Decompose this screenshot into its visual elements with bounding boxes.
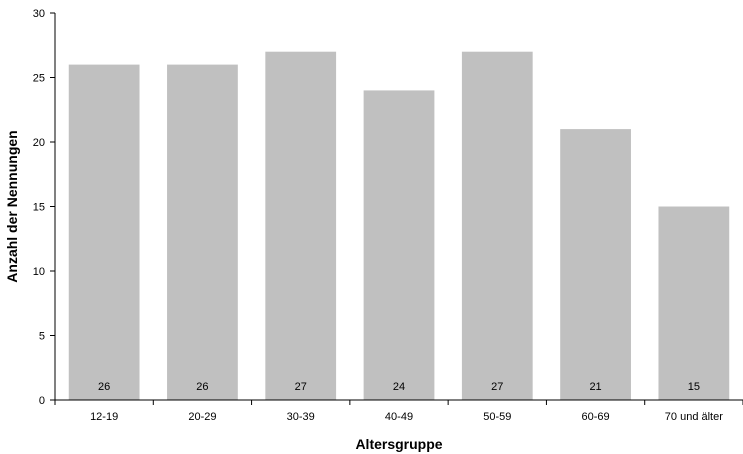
bar-12-19: [68, 64, 140, 400]
x-tick-label: 30-39: [287, 411, 315, 423]
y-axis-title: Anzahl der Nennungen: [4, 130, 20, 282]
x-tick-label: 70 und älter: [665, 411, 723, 423]
data-label: 24: [393, 381, 405, 393]
y-tick-label: 15: [33, 202, 45, 214]
bar-60-69: [560, 129, 631, 400]
y-ticks-layer: 0 5 10 15 20 25 30: [33, 8, 55, 407]
bars-layer: [68, 51, 730, 401]
data-label: 15: [688, 381, 700, 393]
x-tick-label: 12-19: [90, 411, 118, 423]
bar-70-und-älter: [658, 206, 730, 400]
data-label: 27: [491, 381, 503, 393]
x-tick-label: 60-69: [581, 411, 609, 423]
data-label: 26: [98, 381, 110, 393]
y-tick-label: 10: [33, 266, 45, 278]
y-tick-label: 5: [39, 331, 45, 343]
x-tick-label: 40-49: [385, 411, 413, 423]
y-tick-label: 20: [33, 137, 45, 149]
data-label: 21: [589, 381, 601, 393]
y-tick-label: 25: [33, 73, 45, 85]
bar-50-59: [461, 51, 533, 400]
x-tick-label: 20-29: [188, 411, 216, 423]
bar-40-49: [363, 90, 435, 401]
x-ticks-layer: 12-19 20-29 30-39 40-49 50-59 60-69 70 und ält…: [54, 400, 743, 423]
x-axis-title: Altersgruppe: [355, 436, 442, 452]
y-tick-label: 30: [33, 8, 45, 20]
data-label: 27: [295, 381, 307, 393]
data-label: 26: [196, 381, 208, 393]
x-tick-label: 50-59: [483, 411, 511, 423]
bar-20-29: [167, 64, 238, 400]
bar-30-39: [265, 51, 337, 400]
y-tick-label: 0: [39, 395, 45, 407]
data-labels-layer: 26 26 27 24 27 21 15: [98, 381, 700, 393]
